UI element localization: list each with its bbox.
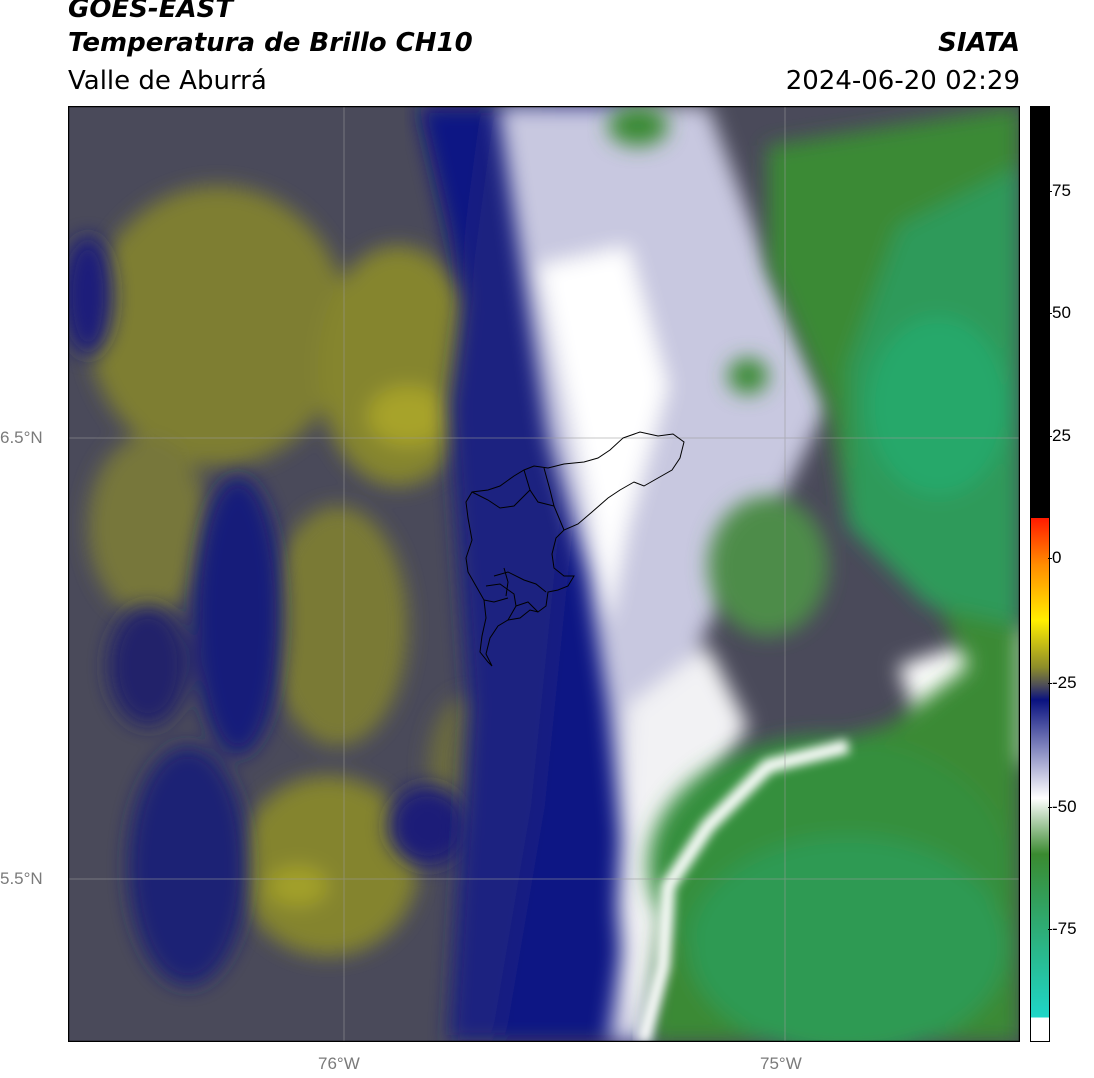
satellite-title: GOES-EAST [68,0,234,24]
region-label: Valle de Aburrá [68,66,267,96]
lat-label-6-5: 6.5°N [0,428,43,447]
lon-label-75w: 75°W [760,1054,802,1073]
colorbar-tick: 50 [1048,303,1071,322]
brightness-temperature-map [68,106,1020,1042]
lon-label-76w: 76°W [318,1054,360,1073]
datetime-label: 2024-06-20 02:29 [785,66,1020,96]
product-title: Temperatura de Brillo CH10 [68,28,473,58]
colorbar [1030,106,1050,1042]
colorbar-tick: 25 [1048,426,1071,445]
graticule [68,106,1020,1042]
olive-cloud-region [88,186,508,956]
colorbar-tick: -50 [1048,797,1077,816]
colorbar-tick: 75 [1048,181,1071,200]
municipality-outlines [465,431,685,667]
navy-cold-cloud-patches [68,236,468,986]
colorbar-tick: 0 [1047,548,1062,567]
lat-label-5-5: 5.5°N [0,869,43,888]
institution-label: SIATA [938,28,1020,58]
colorbar-tick: -75 [1048,919,1077,938]
colorbar-tick: -25 [1048,673,1077,692]
